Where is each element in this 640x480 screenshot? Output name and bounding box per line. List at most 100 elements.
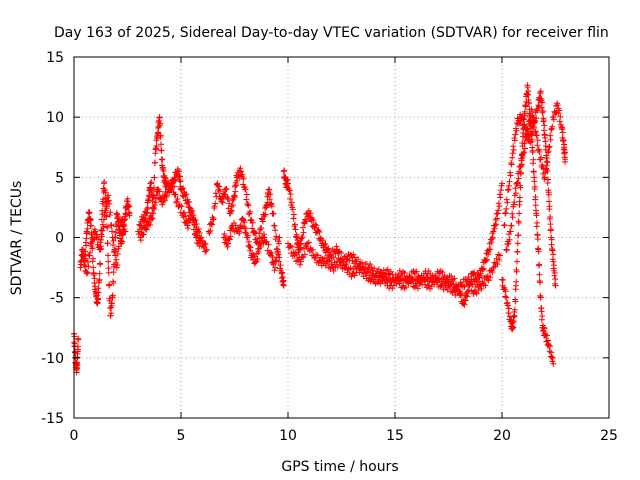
data-point bbox=[550, 116, 557, 123]
data-point bbox=[119, 216, 126, 223]
data-point bbox=[543, 155, 550, 162]
data-point bbox=[215, 183, 222, 190]
data-point bbox=[87, 249, 94, 256]
data-point bbox=[93, 292, 100, 299]
data-point bbox=[529, 149, 536, 156]
data-point bbox=[549, 123, 556, 130]
data-point bbox=[494, 215, 501, 222]
data-point bbox=[532, 202, 539, 209]
data-point bbox=[478, 272, 485, 279]
data-point bbox=[512, 185, 519, 192]
data-point bbox=[101, 178, 108, 185]
data-point bbox=[222, 186, 229, 193]
data-point bbox=[214, 180, 221, 187]
data-point bbox=[364, 268, 371, 275]
data-point bbox=[293, 233, 300, 240]
data-point bbox=[75, 346, 82, 353]
data-point bbox=[500, 277, 507, 284]
data-point bbox=[490, 228, 497, 235]
data-point bbox=[268, 200, 275, 207]
data-point bbox=[297, 258, 304, 265]
data-point bbox=[556, 118, 563, 125]
data-point bbox=[509, 154, 516, 161]
data-point bbox=[108, 222, 115, 229]
data-point bbox=[505, 240, 512, 247]
data-point bbox=[157, 132, 164, 139]
data-point bbox=[541, 175, 548, 182]
data-point bbox=[309, 246, 316, 253]
data-point bbox=[535, 103, 542, 110]
data-point bbox=[95, 296, 102, 303]
data-point bbox=[526, 121, 533, 128]
data-point bbox=[517, 111, 524, 118]
data-point bbox=[367, 261, 374, 268]
data-point bbox=[219, 199, 226, 206]
data-point bbox=[120, 221, 127, 228]
data-point bbox=[475, 287, 482, 294]
data-point bbox=[196, 243, 203, 250]
data-point bbox=[279, 269, 286, 276]
data-point bbox=[431, 273, 438, 280]
data-point bbox=[114, 250, 121, 257]
data-point bbox=[491, 225, 498, 232]
data-point bbox=[541, 122, 548, 129]
data-point bbox=[297, 240, 304, 247]
data-point bbox=[536, 148, 543, 155]
data-point bbox=[176, 173, 183, 180]
data-point bbox=[209, 221, 216, 228]
data-point bbox=[162, 174, 169, 181]
data-point bbox=[511, 312, 518, 319]
data-point bbox=[504, 199, 511, 206]
data-point bbox=[153, 146, 160, 153]
data-point bbox=[243, 196, 250, 203]
data-point bbox=[88, 222, 95, 229]
data-point bbox=[249, 225, 256, 232]
data-point bbox=[261, 234, 268, 241]
data-point bbox=[230, 193, 237, 200]
data-point bbox=[540, 324, 547, 331]
data-point bbox=[144, 204, 151, 211]
data-point bbox=[95, 289, 102, 296]
data-point bbox=[316, 229, 323, 236]
data-point bbox=[510, 324, 517, 331]
data-point bbox=[513, 180, 520, 187]
data-point bbox=[280, 277, 287, 284]
data-point bbox=[110, 279, 117, 286]
data-point bbox=[265, 186, 272, 193]
data-point bbox=[188, 210, 195, 217]
data-point bbox=[159, 156, 166, 163]
data-point bbox=[531, 178, 538, 185]
data-point bbox=[275, 251, 282, 258]
data-point bbox=[539, 99, 546, 106]
data-point bbox=[542, 165, 549, 172]
data-point bbox=[351, 254, 358, 261]
data-point bbox=[74, 354, 81, 361]
data-point bbox=[231, 194, 238, 201]
data-point bbox=[276, 234, 283, 241]
data-point bbox=[83, 242, 90, 249]
data-point bbox=[501, 222, 508, 229]
data-point bbox=[125, 209, 132, 216]
data-point bbox=[148, 179, 155, 186]
data-point bbox=[90, 264, 97, 271]
data-point bbox=[202, 241, 209, 248]
x-tick-label: 0 bbox=[70, 428, 79, 444]
data-point bbox=[156, 114, 163, 121]
data-point bbox=[102, 189, 109, 196]
data-point bbox=[502, 210, 509, 217]
data-point bbox=[92, 283, 99, 290]
data-point bbox=[105, 192, 112, 199]
data-point bbox=[526, 100, 533, 107]
x-tick-label: 20 bbox=[493, 428, 511, 444]
data-point bbox=[85, 210, 92, 217]
data-point bbox=[96, 276, 103, 283]
data-point bbox=[86, 252, 93, 259]
data-point bbox=[451, 275, 458, 282]
data-point bbox=[506, 236, 513, 243]
data-point bbox=[509, 150, 516, 157]
data-point bbox=[550, 258, 557, 265]
data-point bbox=[452, 292, 459, 299]
data-point bbox=[503, 294, 510, 301]
data-point bbox=[543, 152, 550, 159]
data-point bbox=[178, 203, 185, 210]
